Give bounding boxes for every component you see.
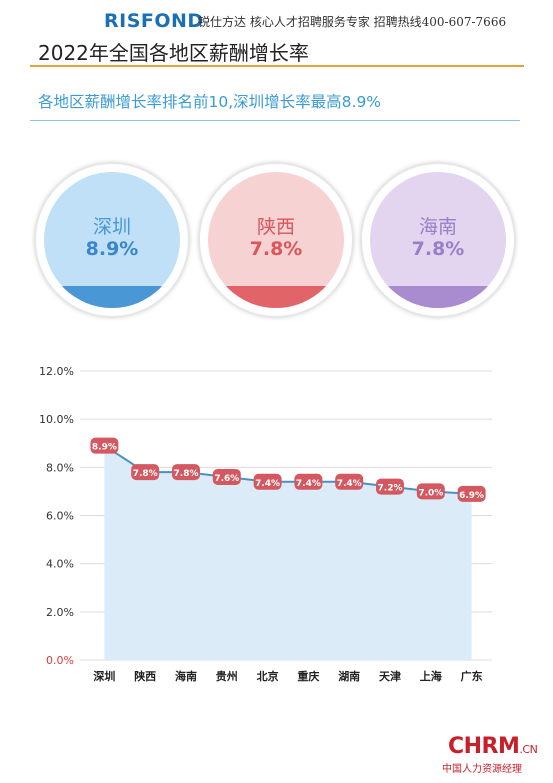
highlight-region: 陕西 <box>256 216 295 238</box>
data-label-bg <box>294 473 323 490</box>
data-label-bg <box>376 478 404 495</box>
highlight-value: 7.8% <box>249 238 303 260</box>
y-tick-label: 12.0% <box>39 365 74 378</box>
y-tick-label: 2.0% <box>46 606 74 619</box>
data-label-bg <box>131 464 160 481</box>
x-tick-label: 海南 <box>175 669 197 683</box>
data-label: 7.4% <box>255 479 280 489</box>
y-tick-label: 4.0% <box>46 558 74 571</box>
x-tick-label: 广东 <box>461 669 483 683</box>
title-divider <box>30 65 524 67</box>
data-label: 7.0% <box>418 488 443 498</box>
series-line <box>103 444 472 495</box>
highlight-circle-2: 陕西 7.8% <box>198 162 354 318</box>
x-tick-label: 湖南 <box>338 669 360 683</box>
footer-brand-suffix: .CN <box>519 743 538 756</box>
highlight-region: 深圳 <box>92 216 131 238</box>
highlight-circle-3: 海南 7.8% <box>360 162 516 318</box>
data-label-bg <box>335 473 364 490</box>
highlight-band <box>370 286 506 308</box>
page-title: 2022年全国各地区薪酬增长率 <box>38 41 309 65</box>
series-area <box>104 445 472 660</box>
header: RISFOND 锐仕方达 核心人才招聘服务专家 招聘热线400-607-7666… <box>0 0 553 70</box>
data-label: 7.8% <box>174 469 199 479</box>
x-tick-label: 陕西 <box>134 669 156 683</box>
data-label: 7.6% <box>214 474 239 484</box>
y-tick-label: 8.0% <box>46 461 74 474</box>
data-label: 7.2% <box>378 484 403 494</box>
data-label-bg <box>90 437 119 454</box>
footer-logo: CHRM.CN <box>448 734 538 759</box>
data-label: 7.4% <box>337 479 362 489</box>
highlight-region: 海南 <box>418 216 457 238</box>
highlight-circle-inner: 海南 7.8% <box>370 172 506 308</box>
data-label-bg <box>212 468 241 485</box>
data-label-bg <box>172 464 200 481</box>
page-subtitle: 各地区薪酬增长率排名前10,深圳增长率最高8.9% <box>38 93 382 111</box>
highlight-circle-inner: 陕西 7.8% <box>208 172 344 308</box>
footer-brand-sub: 中国人力资源经理 <box>442 764 522 775</box>
highlight-circle-inner: 深圳 8.9% <box>44 172 180 308</box>
x-tick-label: 北京 <box>257 669 279 683</box>
subtitle-divider <box>30 120 520 121</box>
data-label: 8.9% <box>92 443 117 453</box>
y-tick-label: 10.0% <box>39 413 74 426</box>
footer-brand: CHRM <box>448 734 520 759</box>
brand-tagline: 锐仕方达 核心人才招聘服务专家 招聘热线400-607-7666 <box>198 15 507 29</box>
highlight-value: 8.9% <box>85 238 139 260</box>
x-tick-label: 上海 <box>420 669 442 683</box>
data-label-bg <box>253 473 282 490</box>
brand-logo: RISFOND <box>104 10 204 32</box>
highlight-band <box>208 286 344 308</box>
data-label: 7.8% <box>133 469 158 479</box>
data-label: 6.9% <box>459 491 484 501</box>
x-tick-label: 天津 <box>379 669 401 683</box>
highlight-circle-1: 深圳 8.9% <box>34 162 190 318</box>
x-tick-label: 贵州 <box>216 669 238 683</box>
y-tick-label: 0.0% <box>46 654 74 667</box>
data-label-bg <box>416 483 445 500</box>
x-tick-label: 重庆 <box>297 669 319 683</box>
data-label: 7.4% <box>296 479 321 489</box>
x-tick-label: 深圳 <box>93 669 115 683</box>
highlight-band <box>44 286 180 308</box>
y-tick-label: 6.0% <box>46 510 74 523</box>
data-label-bg <box>457 485 486 502</box>
growth-rate-chart: 0.0% 2.0% 4.0% 6.0% 8.0% 10.0% 12.0% 8.9% 7.8% 7.… <box>39 365 492 683</box>
highlight-value: 7.8% <box>411 238 465 260</box>
